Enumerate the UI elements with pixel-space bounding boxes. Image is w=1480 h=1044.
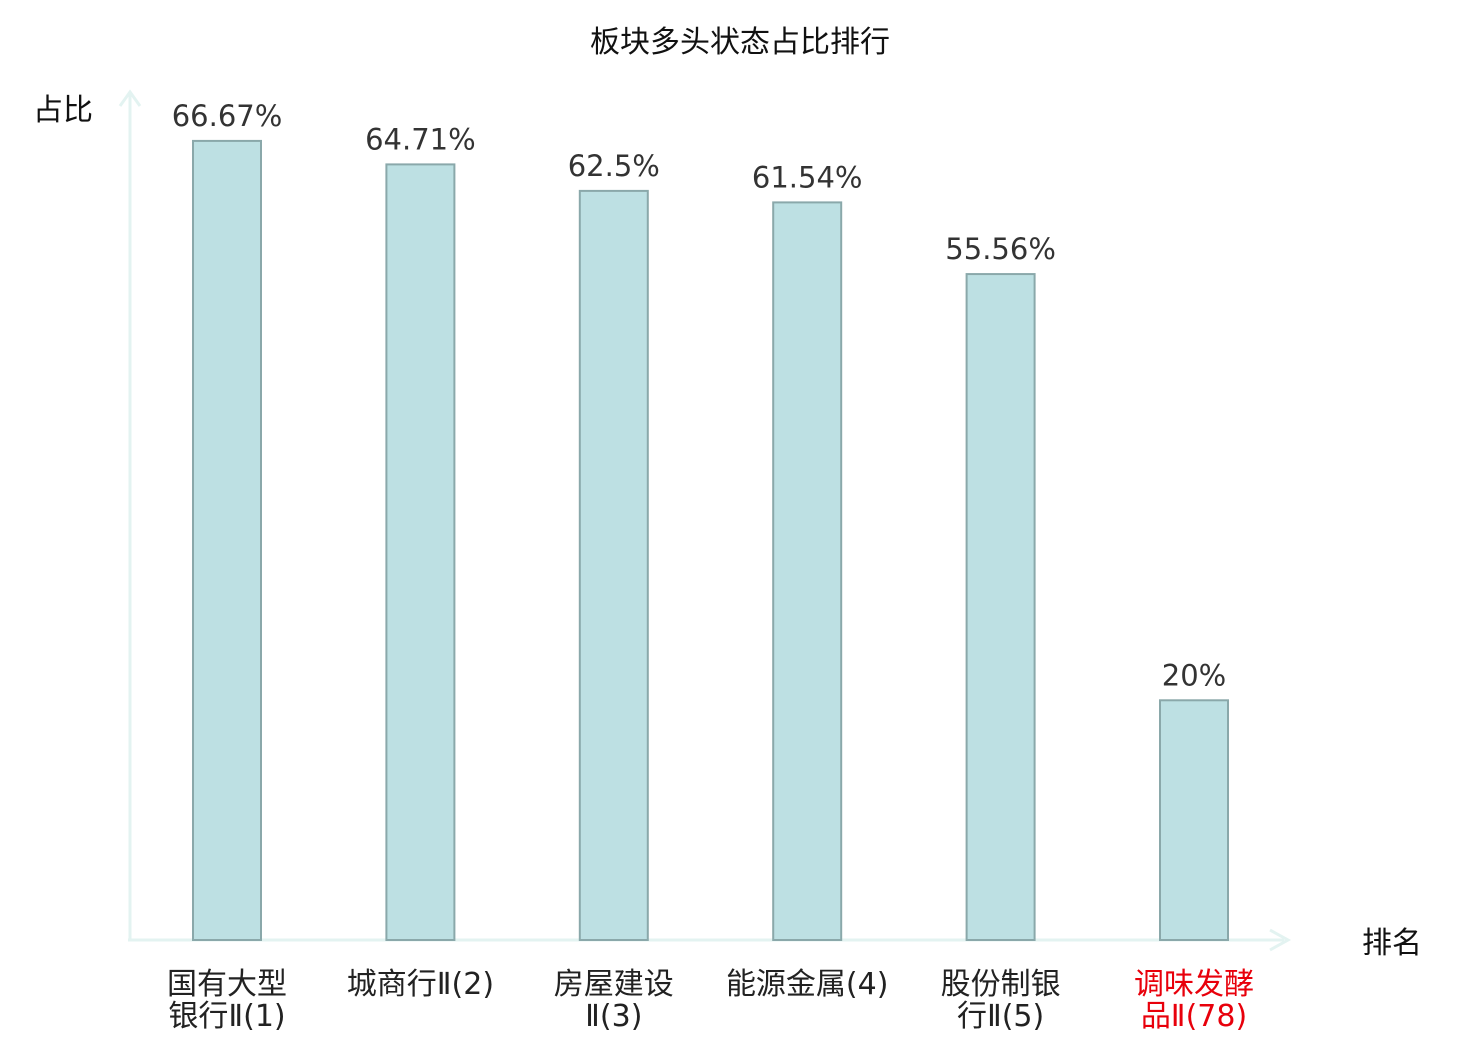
bar-1 [192,139,262,942]
category-label-6-line-2: 品Ⅱ(78) [1141,999,1247,1034]
category-label-3-line-1: 房屋建设 [554,967,674,1002]
category-label-4: 能源金属(4) [726,967,889,1002]
category-label-3-line-2: Ⅱ(3) [585,999,642,1034]
category-label-6: 调味发酵品Ⅱ(78) [1134,967,1254,1034]
axes [118,89,1292,952]
y-axis-arrow [118,89,142,107]
y-axis-label: 占比 [33,93,93,128]
value-labels-layer: 66.67% 64.71% 62.5% 61.54% 55.56% 20% [172,99,1227,692]
category-label-2: 城商行Ⅱ(2) [347,967,494,1002]
bar-3 [578,189,649,941]
category-label-6-line-1: 调味发酵 [1134,967,1254,1002]
x-axis-label: 排名 [1362,926,1422,961]
bar-value-label-2: 64.71% [365,122,476,156]
category-label-1-line-2: 银行Ⅱ(1) [168,999,285,1034]
category-labels-layer: 国有大型银行Ⅱ(1) 城商行Ⅱ(2) 房屋建设 Ⅱ(3) 能源金属(4) 股份制银行Ⅱ(5… [167,967,1254,1034]
chart-title: 板块多头状态占比排行 [590,25,890,60]
bar-2 [385,163,456,941]
category-label-1: 国有大型银行Ⅱ(1) [167,967,287,1034]
bar-4 [772,201,843,941]
bars-layer [192,139,1229,942]
category-label-2-line-1: 城商行Ⅱ(2) [347,967,494,1002]
category-label-1-line-1: 国有大型 [167,967,287,1002]
bar-value-label-4: 61.54% [752,160,863,194]
bar-value-label-1: 66.67% [172,99,283,133]
bar-value-label-6: 20% [1162,658,1226,692]
category-label-5-line-1: 股份制银 [941,967,1061,1002]
category-label-5: 股份制银行Ⅱ(5) [941,967,1061,1034]
bar-value-label-5: 55.56% [945,232,1056,266]
bar-value-label-3: 62.5% [568,149,660,183]
bar-5 [965,273,1036,941]
category-label-4-line-1: 能源金属(4) [726,967,889,1002]
bar-6 [1159,699,1229,941]
category-label-3: 房屋建设 Ⅱ(3) [554,967,674,1034]
category-label-5-line-2: 行Ⅱ(5) [957,999,1044,1034]
x-axis-arrow [1269,928,1292,952]
